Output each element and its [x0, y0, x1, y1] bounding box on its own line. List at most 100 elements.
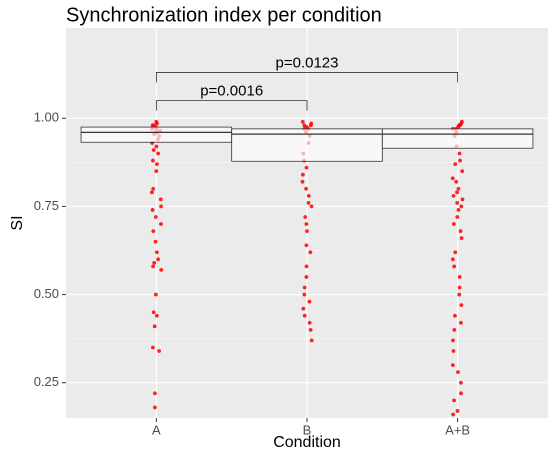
- data-point: [154, 250, 159, 255]
- data-point: [457, 285, 462, 290]
- data-point: [159, 222, 163, 226]
- data-point: [151, 158, 155, 163]
- data-point: [455, 201, 460, 205]
- data-point: [304, 275, 309, 279]
- data-point: [301, 306, 306, 311]
- data-point: [300, 179, 305, 184]
- data-point: [451, 349, 456, 353]
- p-value-label: p=0.0123: [276, 54, 339, 71]
- data-point: [452, 398, 456, 403]
- grid: [66, 28, 548, 418]
- data-point: [151, 345, 155, 350]
- data-point: [155, 162, 159, 167]
- data-point: [302, 292, 307, 297]
- data-point: [451, 193, 456, 198]
- box: [80, 126, 233, 143]
- chart-title: Synchronization index per condition: [66, 4, 382, 26]
- data-point: [457, 151, 462, 156]
- data-point: [149, 190, 154, 195]
- data-point: [308, 123, 313, 128]
- data-point: [456, 208, 461, 212]
- data-point: [306, 193, 311, 198]
- data-point: [158, 197, 163, 202]
- data-point: [458, 229, 463, 234]
- data-point: [151, 264, 155, 269]
- data-point: [304, 222, 309, 226]
- data-point: [459, 380, 463, 385]
- y-tick-label: 0.50: [34, 286, 59, 301]
- x-tick-label: A+B: [445, 422, 470, 437]
- data-point: [309, 338, 314, 343]
- data-point: [302, 313, 307, 318]
- data-point: [152, 405, 157, 410]
- data-point: [451, 338, 455, 343]
- data-point: [304, 264, 309, 269]
- x-axis-title: Condition: [273, 434, 341, 451]
- data-point: [155, 121, 159, 126]
- data-point: [459, 204, 464, 209]
- boxes: [80, 126, 534, 162]
- data-point: [152, 324, 157, 329]
- data-point: [460, 197, 465, 202]
- data-point: [450, 363, 455, 368]
- data-point: [151, 148, 156, 152]
- data-point: [457, 275, 462, 279]
- data-point: [153, 239, 158, 244]
- data-point: [304, 186, 309, 191]
- data-point: [455, 409, 460, 413]
- data-point: [152, 391, 157, 396]
- data-point: [153, 292, 158, 297]
- data-point: [154, 144, 159, 149]
- data-point: [307, 320, 312, 325]
- p-value-label: p=0.0016: [200, 83, 263, 100]
- data-point: [455, 215, 460, 219]
- data-point: [307, 299, 312, 304]
- data-point: [303, 215, 308, 219]
- data-point: [459, 236, 464, 241]
- data-point: [456, 370, 460, 375]
- data-point: [304, 165, 309, 170]
- axes: 0.25 0.50 0.75 1.00 A B A+B: [34, 110, 470, 438]
- data-point: [153, 215, 158, 219]
- data-point: [451, 222, 456, 226]
- significance-bracket: [155, 100, 308, 111]
- data-point: [452, 264, 457, 269]
- data-point: [453, 250, 458, 255]
- data-point: [450, 176, 455, 181]
- data-point: [300, 119, 305, 124]
- data-point: [454, 179, 459, 184]
- data-point: [459, 391, 463, 396]
- y-tick-label: 0.75: [34, 198, 59, 213]
- x-tick-label: B: [303, 422, 312, 437]
- data-point: [156, 151, 160, 156]
- significance-bracket: [155, 72, 459, 83]
- data-point: [459, 303, 464, 308]
- data-point: [453, 313, 457, 318]
- data-point: [309, 204, 314, 209]
- data-point: [156, 257, 160, 262]
- x-tick-label: A: [152, 422, 161, 437]
- data-point: [460, 169, 465, 174]
- data-point: [459, 320, 463, 325]
- data-point: [157, 349, 162, 353]
- data-point: [304, 243, 309, 248]
- annotations: p=0.0016 p=0.0123: [155, 54, 459, 111]
- data-point: [302, 285, 307, 290]
- data-point: [152, 260, 157, 265]
- data-point: [455, 190, 459, 195]
- data-point: [456, 186, 461, 191]
- y-tick-label: 0.25: [34, 374, 59, 389]
- data-point: [458, 158, 462, 163]
- data-point: [151, 229, 156, 234]
- data-point: [451, 412, 456, 417]
- data-point: [306, 201, 311, 205]
- y-tick-label: 1.00: [34, 110, 59, 125]
- data-point: [453, 162, 458, 167]
- data-point: [151, 186, 156, 191]
- data-point: [457, 292, 462, 297]
- data-point: [150, 208, 155, 212]
- data-point: [301, 172, 305, 177]
- data-point: [452, 327, 457, 332]
- data-point: [450, 257, 455, 262]
